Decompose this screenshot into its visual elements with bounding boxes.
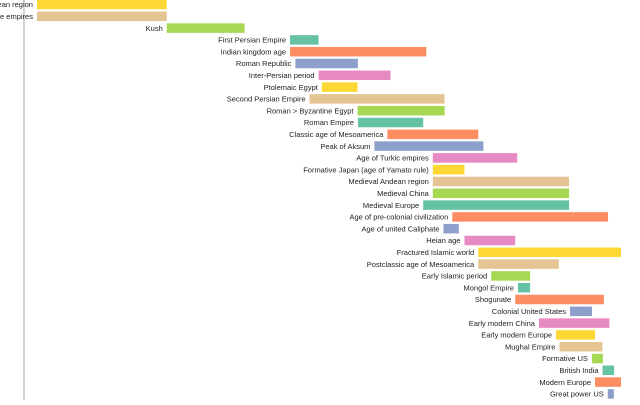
bar-2 xyxy=(166,23,245,33)
bars xyxy=(36,0,621,399)
bar-10 xyxy=(357,117,424,128)
bar-28 xyxy=(556,330,596,340)
bar-9 xyxy=(357,105,445,116)
category-label-1: Ancient Steppe empires xyxy=(0,12,33,21)
category-label-23: Early Islamic period xyxy=(422,272,487,281)
category-label-29: Mughal Empire xyxy=(505,342,555,351)
category-label-9: Roman > Byzantine Egypt xyxy=(267,106,355,115)
bar-3 xyxy=(290,35,319,45)
category-label-32: Modern Europe xyxy=(539,378,591,387)
bar-4 xyxy=(290,46,427,57)
bar-15 xyxy=(432,176,570,187)
bar-18 xyxy=(452,212,609,222)
bar-1 xyxy=(36,11,167,22)
bar-21 xyxy=(478,247,621,258)
category-label-6: Inter-Persian period xyxy=(249,71,315,80)
category-label-14: Formative Japan (age of Yamato rule) xyxy=(303,165,429,174)
category-label-30: Formative US xyxy=(542,354,588,363)
bar-19 xyxy=(443,223,459,234)
category-label-5: Roman Republic xyxy=(236,59,292,68)
bar-5 xyxy=(295,58,358,69)
category-label-25: Shogunate xyxy=(475,295,511,304)
bar-8 xyxy=(309,94,445,104)
bar-14 xyxy=(432,164,465,175)
category-label-31: British India xyxy=(559,366,599,375)
category-label-13: Age of Turkic empires xyxy=(356,154,429,163)
bar-32 xyxy=(595,377,621,387)
bar-23 xyxy=(491,271,531,281)
bar-13 xyxy=(432,153,518,163)
category-label-24: Mongol Empire xyxy=(463,283,513,292)
bar-11 xyxy=(387,129,479,140)
category-label-26: Colonial United States xyxy=(492,307,566,316)
category-label-22: Postclassic age of Mesoamerica xyxy=(367,260,475,269)
category-label-12: Peak of Aksum xyxy=(320,142,370,151)
category-label-3: First Persian Empire xyxy=(218,36,286,45)
bar-22 xyxy=(478,259,559,269)
bar-25 xyxy=(515,294,604,305)
category-label-10: Roman Empire xyxy=(304,118,354,127)
bar-26 xyxy=(570,306,592,317)
bar-17 xyxy=(423,200,570,210)
category-label-15: Medieval Andean region xyxy=(348,177,428,186)
bar-30 xyxy=(591,353,603,364)
category-label-11: Classic age of Mesoamerica xyxy=(289,130,384,139)
category-label-33: Great power US xyxy=(550,390,604,399)
bar-29 xyxy=(559,341,603,352)
category-labels: Ancient Andean region Ancient Steppe empi… xyxy=(0,0,604,398)
category-label-2: Kush xyxy=(146,24,163,33)
category-label-17: Medieval Europe xyxy=(363,201,419,210)
category-label-18: Age of pre-colonial civilization xyxy=(349,213,448,222)
bar-31 xyxy=(602,365,615,376)
bar-33 xyxy=(607,389,614,399)
category-label-20: Heian age xyxy=(426,236,460,245)
category-label-8: Second Persian Empire xyxy=(227,95,306,104)
bar-12 xyxy=(374,141,484,151)
category-label-19: Age of united Caliphate xyxy=(361,224,439,233)
category-label-4: Indian kingdom age xyxy=(221,47,286,56)
category-label-27: Early modern China xyxy=(469,319,536,328)
bar-0 xyxy=(36,0,167,10)
category-label-7: Ptolemaic Egypt xyxy=(264,83,319,92)
bar-7 xyxy=(321,82,358,92)
category-label-0: Ancient Andean region xyxy=(0,0,33,9)
bar-27 xyxy=(538,318,610,328)
category-label-16: Medieval China xyxy=(377,189,430,198)
bar-24 xyxy=(517,282,531,293)
bar-16 xyxy=(432,188,570,199)
bar-6 xyxy=(318,70,391,81)
category-label-21: Fractured Islamic world xyxy=(397,248,475,257)
bar-20 xyxy=(464,235,516,246)
category-label-28: Early modern Europe xyxy=(481,331,552,340)
